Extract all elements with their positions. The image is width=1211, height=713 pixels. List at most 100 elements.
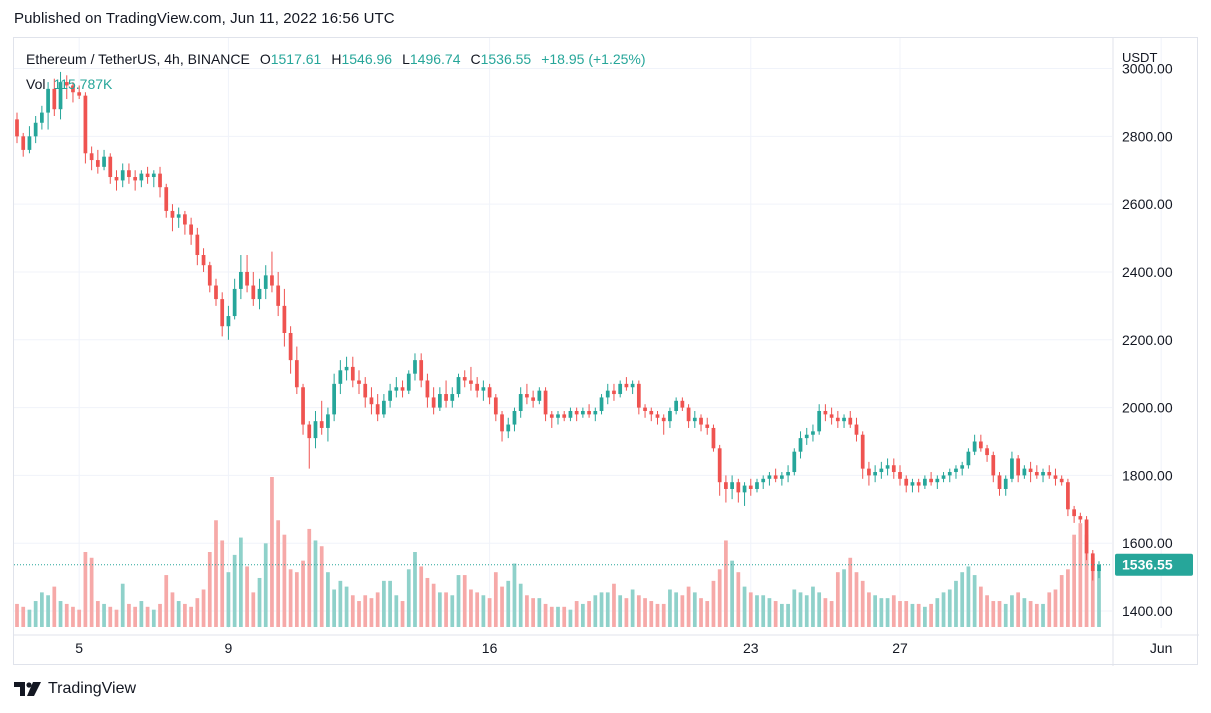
candle[interactable]: [1028, 461, 1033, 483]
candle[interactable]: [375, 394, 380, 422]
candle[interactable]: [357, 370, 361, 395]
candle[interactable]: [1041, 468, 1045, 483]
candle[interactable]: [854, 417, 859, 442]
candle[interactable]: [176, 207, 181, 228]
candle[interactable]: [58, 71, 63, 120]
candle[interactable]: [251, 271, 256, 306]
candle[interactable]: [879, 461, 884, 479]
candle[interactable]: [748, 478, 753, 496]
candle[interactable]: [52, 78, 57, 116]
candle[interactable]: [898, 465, 902, 486]
candle[interactable]: [319, 400, 324, 435]
candle[interactable]: [238, 255, 243, 300]
candle[interactable]: [525, 383, 529, 405]
candle[interactable]: [978, 434, 983, 452]
candle[interactable]: [562, 410, 567, 422]
candle[interactable]: [413, 353, 417, 381]
candle[interactable]: [991, 451, 996, 483]
candle[interactable]: [742, 482, 747, 506]
candle[interactable]: [680, 397, 685, 411]
candle[interactable]: [674, 397, 679, 415]
candle[interactable]: [195, 227, 200, 266]
candle[interactable]: [1084, 516, 1089, 561]
candle[interactable]: [1053, 468, 1058, 486]
candle[interactable]: [226, 305, 231, 340]
candle[interactable]: [587, 404, 591, 418]
candle[interactable]: [1016, 455, 1021, 483]
candle[interactable]: [363, 377, 368, 408]
candle[interactable]: [444, 380, 448, 408]
candle[interactable]: [388, 383, 392, 408]
candle[interactable]: [108, 153, 113, 184]
candle[interactable]: [817, 404, 822, 435]
candle[interactable]: [761, 475, 766, 489]
candle[interactable]: [276, 271, 281, 317]
candle[interactable]: [469, 366, 473, 391]
candle[interactable]: [27, 126, 32, 154]
candle[interactable]: [773, 468, 778, 483]
candle[interactable]: [1034, 465, 1039, 479]
candle[interactable]: [618, 380, 623, 398]
candle[interactable]: [842, 414, 846, 428]
chart-frame[interactable]: 3000.00 2800.00 2600.00 2400.00 2200.00 2000.…: [13, 37, 1199, 666]
candle[interactable]: [394, 377, 399, 398]
candle[interactable]: [848, 410, 853, 428]
candle[interactable]: [189, 217, 193, 245]
candle[interactable]: [724, 475, 728, 503]
candle[interactable]: [823, 404, 828, 422]
candle[interactable]: [798, 431, 803, 459]
candle[interactable]: [437, 387, 442, 411]
candle[interactable]: [139, 170, 144, 188]
candle[interactable]: [705, 417, 710, 435]
candle[interactable]: [294, 346, 299, 395]
candle[interactable]: [649, 407, 654, 422]
candle[interactable]: [891, 458, 896, 479]
candle[interactable]: [338, 360, 343, 395]
candle[interactable]: [643, 404, 647, 418]
candle[interactable]: [425, 373, 430, 408]
candle[interactable]: [71, 82, 75, 103]
candle[interactable]: [661, 414, 666, 435]
candle[interactable]: [15, 112, 19, 144]
candle[interactable]: [201, 248, 206, 272]
candle[interactable]: [493, 394, 498, 422]
candle[interactable]: [288, 326, 293, 374]
candle[interactable]: [811, 424, 815, 442]
candle[interactable]: [382, 394, 386, 418]
candle[interactable]: [270, 251, 274, 293]
candle[interactable]: [326, 407, 330, 442]
candle[interactable]: [170, 204, 175, 232]
candle[interactable]: [450, 387, 455, 408]
candle[interactable]: [941, 472, 946, 483]
candle[interactable]: [779, 472, 784, 486]
candle[interactable]: [574, 407, 579, 422]
candle[interactable]: [332, 373, 337, 422]
candle[interactable]: [506, 417, 511, 439]
candle[interactable]: [151, 170, 156, 188]
candle[interactable]: [699, 414, 703, 432]
candle[interactable]: [164, 183, 169, 218]
candle[interactable]: [605, 383, 610, 405]
candle[interactable]: [612, 383, 616, 401]
candle[interactable]: [127, 163, 131, 184]
candle[interactable]: [960, 461, 965, 476]
candle[interactable]: [966, 448, 971, 469]
candle[interactable]: [593, 407, 598, 422]
candle[interactable]: [400, 380, 405, 398]
candle[interactable]: [686, 404, 691, 428]
candle[interactable]: [183, 210, 187, 235]
candle[interactable]: [406, 370, 411, 395]
candle[interactable]: [997, 472, 1002, 496]
candle[interactable]: [1097, 561, 1101, 579]
candle[interactable]: [792, 448, 797, 476]
candle[interactable]: [307, 421, 312, 469]
candle[interactable]: [512, 407, 517, 432]
candle[interactable]: [301, 383, 305, 435]
candle[interactable]: [804, 427, 809, 445]
candle[interactable]: [835, 410, 840, 428]
candle[interactable]: [145, 166, 150, 184]
candle[interactable]: [40, 105, 44, 130]
candle[interactable]: [487, 383, 492, 405]
candle[interactable]: [263, 265, 268, 300]
candle[interactable]: [1066, 478, 1070, 517]
